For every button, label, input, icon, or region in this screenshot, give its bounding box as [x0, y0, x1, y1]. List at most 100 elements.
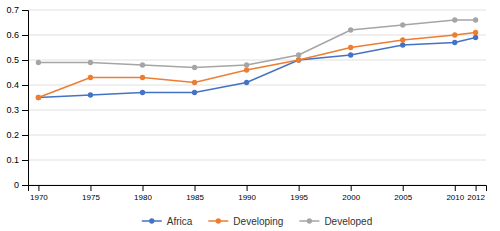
x-tick: 1980 [134, 185, 152, 202]
x-tick-label: 1995 [290, 193, 308, 202]
x-tick: 2000 [342, 185, 360, 202]
marker [296, 52, 301, 57]
y-tick-label: 0.2 [6, 130, 19, 140]
y-tick-label: 0.3 [6, 105, 19, 115]
y-tick: 0.1 [6, 155, 28, 165]
marker [88, 75, 93, 80]
y-tick: 0.6 [6, 30, 28, 40]
marker [452, 40, 457, 45]
x-tick-mark [403, 185, 404, 191]
marker [473, 17, 478, 22]
marker [140, 75, 145, 80]
axis-line [22, 11, 29, 186]
y-tick-mark [22, 160, 28, 161]
grid-line [28, 35, 486, 36]
plot: 1970 1975 1980 1985 1990 1995 2000 2005 20102012… [6, 5, 486, 201]
legend-item: Africa [142, 216, 193, 227]
x-tick-label: 1985 [186, 193, 204, 202]
x-tick-label: 2012 [467, 193, 485, 202]
axis-line [29, 186, 487, 192]
x-tick-mark [299, 185, 300, 191]
y-tick-mark [22, 185, 28, 186]
marker [348, 27, 353, 32]
y-tick: 0.3 [6, 105, 28, 115]
legend-marker [307, 218, 312, 223]
grid-line [28, 10, 486, 11]
marker [192, 80, 197, 85]
y-tick-mark [22, 60, 28, 61]
marker [452, 17, 457, 22]
grid-line [28, 110, 486, 111]
grid-line [28, 160, 486, 161]
y-tick-mark [22, 35, 28, 36]
x-tick-label: 1975 [82, 193, 100, 202]
series-line [38, 20, 475, 68]
x-tick-mark [90, 185, 91, 191]
marker [88, 92, 93, 97]
marker [244, 62, 249, 67]
x-tick-mark [143, 185, 144, 191]
x-tick-mark [455, 185, 456, 191]
marker [452, 32, 457, 37]
grid-line [28, 60, 486, 61]
y-axis: 0 0.1 0.2 0.3 0.4 0.5 0.6 0.7 [6, 5, 28, 190]
marker [244, 80, 249, 85]
marker [296, 57, 301, 62]
legend-label: Africa [167, 216, 193, 227]
marker [348, 45, 353, 50]
y-tick: 0.7 [6, 5, 28, 15]
marker [192, 90, 197, 95]
y-tick-label: 0 [14, 180, 19, 190]
x-tick: 1990 [238, 185, 256, 202]
y-tick-label: 0.7 [6, 5, 19, 15]
grid [28, 10, 486, 185]
legend: AfricaDevelopingDeveloped [142, 216, 372, 227]
marker [296, 57, 301, 62]
marker [400, 22, 405, 27]
y-tick-mark [22, 135, 28, 136]
x-tick-mark [247, 185, 248, 191]
marker [348, 52, 353, 57]
series-line [38, 33, 475, 98]
x-tick-label: 2010 [446, 193, 464, 202]
marker [473, 35, 478, 40]
x-tick-mark [38, 185, 39, 191]
marker [400, 42, 405, 47]
y-tick: 0.2 [6, 130, 28, 140]
y-tick-mark [22, 85, 28, 86]
legend-label: Developed [324, 216, 372, 227]
marker [88, 60, 93, 65]
x-tick-label: 1970 [30, 193, 48, 202]
x-tick: 1995 [290, 185, 308, 202]
marks [36, 17, 478, 100]
y-tick: 0.5 [6, 55, 28, 65]
marker [244, 67, 249, 72]
x-tick-label: 2000 [342, 193, 360, 202]
x-tick-mark [351, 185, 352, 191]
y-tick-label: 0.6 [6, 30, 19, 40]
x-tick-label: 2005 [394, 193, 412, 202]
x-axis: 1970 1975 1980 1985 1990 1995 2000 2005 20102012 [29, 185, 487, 202]
x-tick: 2012 [467, 185, 485, 202]
x-tick: 2010 [446, 185, 464, 202]
legend-marker [149, 218, 154, 223]
x-tick-label: 1980 [134, 193, 152, 202]
legend-marker [216, 218, 221, 223]
y-tick-label: 0.4 [6, 80, 19, 90]
x-tick-label: 1990 [238, 193, 256, 202]
marker [36, 95, 41, 100]
x-tick: 1985 [186, 185, 204, 202]
marker [140, 90, 145, 95]
grid-line [28, 85, 486, 86]
x-tick: 2005 [394, 185, 412, 202]
legend-item: Developed [299, 216, 372, 227]
marker [140, 62, 145, 67]
y-tick: 0 [14, 180, 28, 190]
y-tick-label: 0.5 [6, 55, 19, 65]
marker [473, 30, 478, 35]
marker [36, 60, 41, 65]
marker [192, 65, 197, 70]
y-tick-label: 0.1 [6, 155, 19, 165]
x-tick: 1970 [30, 185, 48, 202]
marker [36, 95, 41, 100]
